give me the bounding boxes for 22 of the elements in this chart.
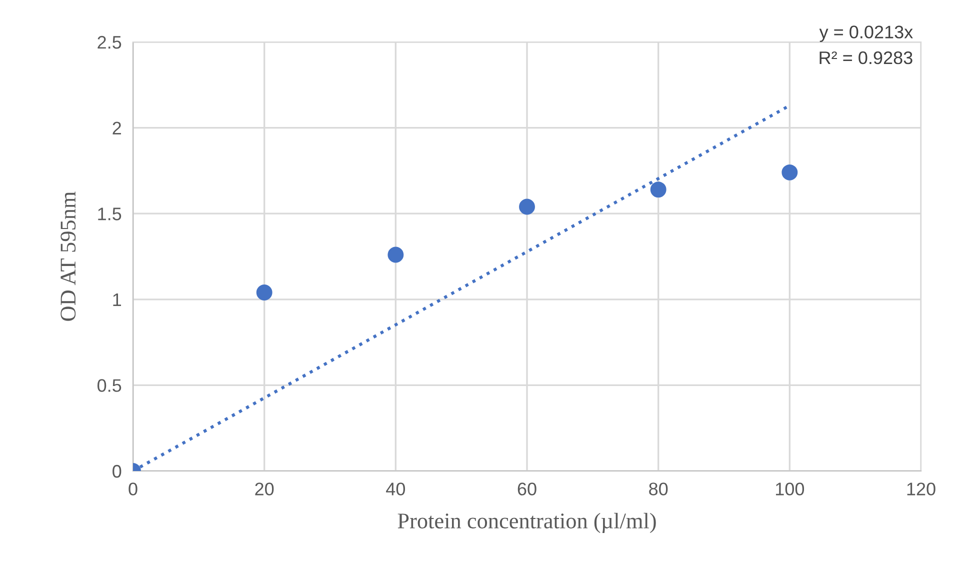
x-tick-label: 100	[776, 482, 804, 496]
y-tick-label: 1.5	[98, 208, 122, 220]
y-tick-label: 0.5	[97, 379, 122, 392]
x-tick-label: 120	[907, 482, 936, 496]
x-tick-label: 0	[128, 482, 138, 496]
annotation: y = 0.0213x	[819, 26, 913, 42]
point	[650, 182, 666, 198]
y-tick-label: 2	[112, 122, 121, 134]
annotation: R² = 0.9283	[820, 51, 912, 64]
x-tick-label: 80	[649, 482, 668, 496]
point	[519, 198, 535, 215]
x-tick-label: 40	[386, 482, 406, 496]
y-axis-title: OD AT 595nm	[60, 192, 76, 321]
point	[256, 284, 272, 301]
x-tick-label: 20	[255, 482, 274, 496]
point	[782, 164, 798, 180]
point	[388, 246, 404, 263]
x-tick-label: 60	[518, 482, 536, 496]
y-tick-label: 2.5	[98, 36, 122, 49]
y-tick-label: 0	[112, 464, 122, 478]
y-tick-label: 1	[113, 294, 122, 306]
x-axis-title: Protein concentration (µl/ml)	[398, 512, 656, 533]
